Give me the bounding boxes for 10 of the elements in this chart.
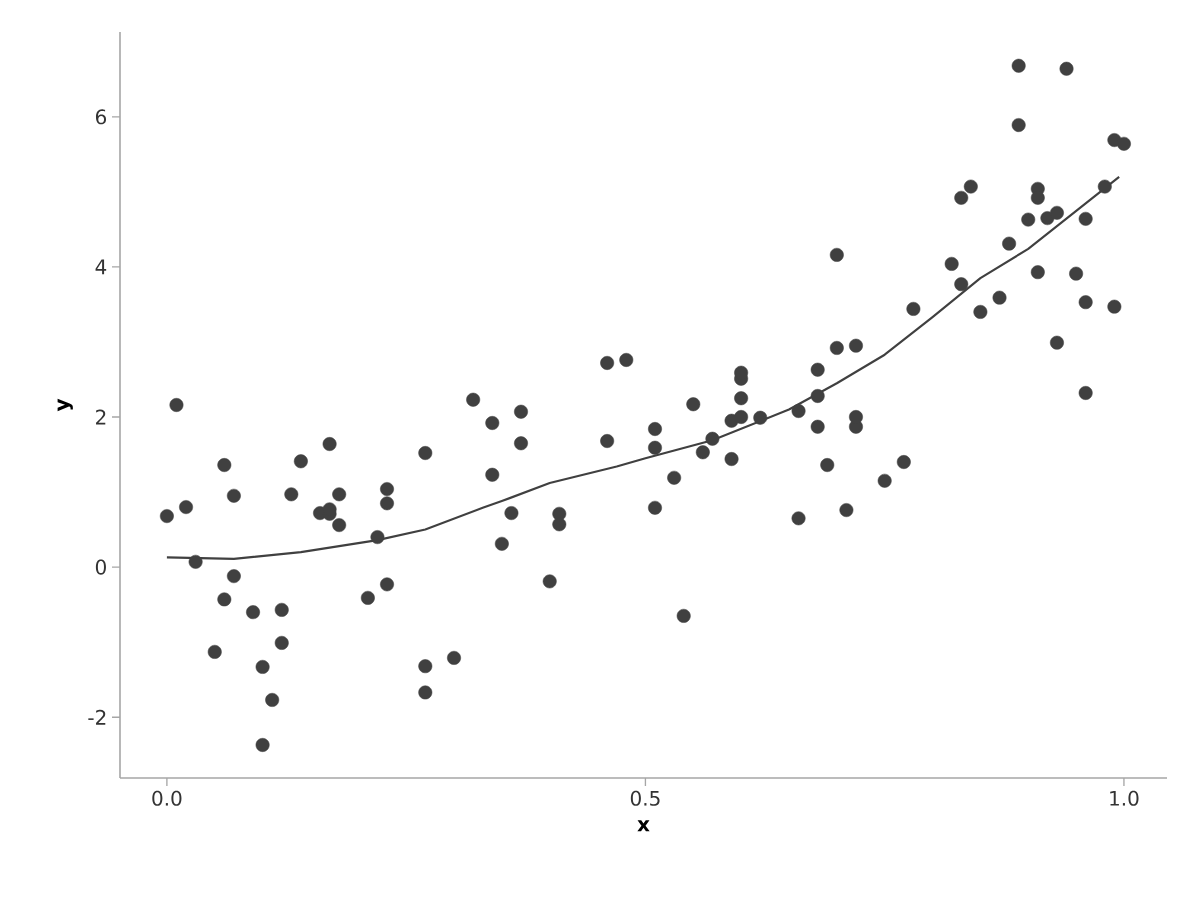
x-tick-label: 1.0 (1110, 790, 1139, 806)
y-tick-label: 2 (96, 409, 106, 425)
y-tick-label: 0 (95, 559, 106, 575)
y-axis-title: y (57, 398, 73, 412)
y-tick-label: 4 (95, 259, 107, 275)
x-tick-label: 0.0 (152, 790, 182, 806)
x-axis-title: x (637, 820, 650, 832)
y-tick-label: -2 (88, 709, 106, 725)
y-tick-label: 6 (95, 109, 107, 125)
x-tick-label: 0.5 (630, 790, 660, 806)
